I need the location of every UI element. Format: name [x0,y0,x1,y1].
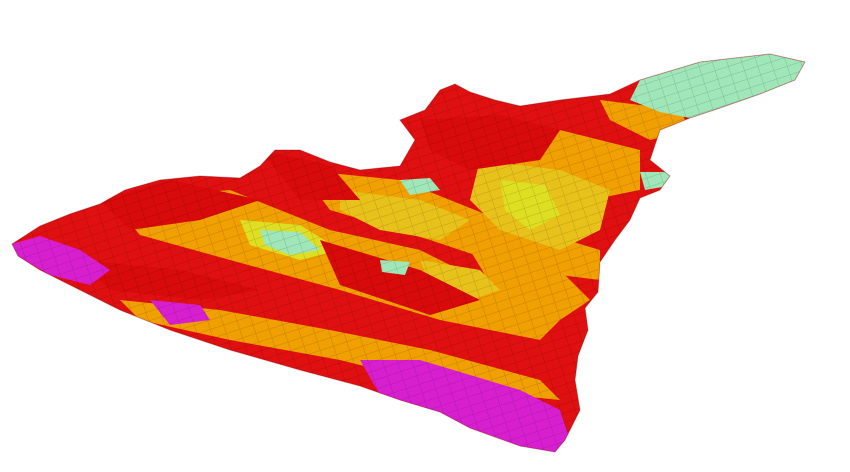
voxel-model-outline [11,53,806,453]
